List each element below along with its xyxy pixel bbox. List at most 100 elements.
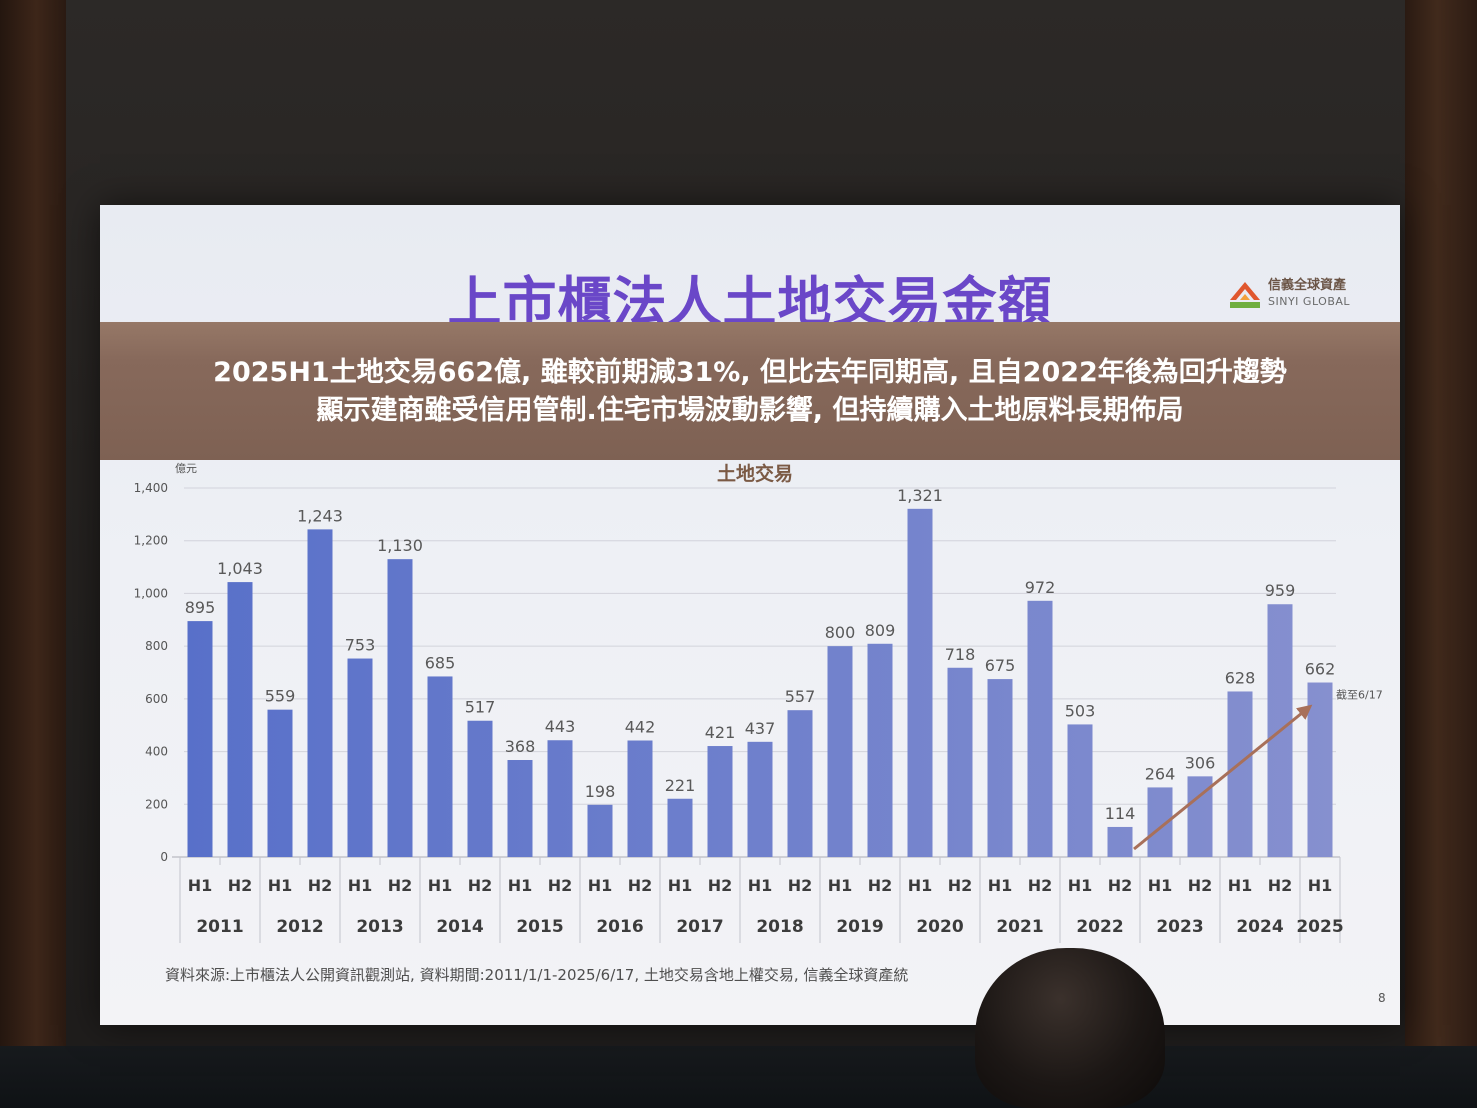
bar-2015-h2 (547, 740, 573, 857)
x-axis-category-labels: H1 H2 2011 H1 H2 2012 H1 H2 2013 H1 H2 2014 H1 H2 2015… (188, 876, 1344, 937)
bar-2020-h1 (907, 508, 933, 857)
half-label-h2: H2 (788, 876, 813, 895)
half-label-h1: H1 (1228, 876, 1253, 895)
y-tick-label: 600 (145, 692, 168, 706)
half-label-h1: H1 (748, 876, 773, 895)
value-label-2012-h2: 1,243 (297, 506, 343, 525)
half-label-h2: H2 (708, 876, 733, 895)
value-label-2018-h2: 557 (785, 687, 816, 706)
bar-2021-h2 (1027, 600, 1053, 857)
bar-2013-h1 (347, 658, 373, 857)
value-label-2014-h1: 685 (425, 653, 456, 672)
banner-line-1: 2025H1土地交易662億, 雖較前期減31%, 但比去年同期高, 且自202… (213, 357, 1287, 388)
year-label-2025: 2025 (1296, 917, 1343, 937)
bar-2015-h1 (507, 760, 533, 857)
value-label-2023-h2: 306 (1185, 753, 1216, 772)
value-label-2019-h2: 809 (865, 621, 896, 640)
year-label-2012: 2012 (276, 917, 323, 937)
half-label-h1: H1 (828, 876, 853, 895)
y-tick-label: 1,200 (134, 534, 168, 548)
half-label-h2: H2 (628, 876, 653, 895)
bars (187, 508, 1333, 857)
half-label-h2: H2 (308, 876, 333, 895)
year-label-2015: 2015 (516, 917, 563, 937)
half-label-h1: H1 (1068, 876, 1093, 895)
bar-2016-h2 (627, 740, 653, 857)
presentation-slide: 上市櫃法人土地交易金額 信義全球資產 SINYI GLOBAL 2025H1土地… (100, 205, 1400, 1025)
value-label-2013-h2: 1,130 (377, 536, 423, 555)
half-label-h2: H2 (1268, 876, 1293, 895)
value-label-2022-h2: 114 (1105, 804, 1136, 823)
half-label-h1: H1 (268, 876, 293, 895)
bar-2022-h2 (1107, 826, 1133, 857)
half-label-h1: H1 (1308, 876, 1333, 895)
value-label-2012-h1: 559 (265, 687, 296, 706)
half-label-h1: H1 (588, 876, 613, 895)
year-label-2023: 2023 (1156, 917, 1203, 937)
logo-name-zh: 信義全球資產 (1268, 278, 1347, 293)
logo-name-en: SINYI GLOBAL (1268, 295, 1351, 308)
value-label-2024-h2: 959 (1265, 581, 1296, 600)
data-labels: 895 1,043 559 1,243 753 1,130 685 517 368 443 198 4… (185, 486, 1336, 823)
bar-2017-h1 (667, 798, 693, 857)
value-label-2022-h1: 503 (1065, 701, 1096, 720)
bar-2018-h2 (787, 710, 813, 857)
half-label-h1: H1 (188, 876, 213, 895)
half-label-h1: H1 (908, 876, 933, 895)
value-label-2013-h1: 753 (345, 636, 376, 655)
value-label-2014-h2: 517 (465, 698, 496, 717)
half-label-h2: H2 (948, 876, 973, 895)
bar-2020-h2 (947, 667, 973, 857)
bar-2016-h1 (587, 804, 613, 857)
value-label-2011-h2: 1,043 (217, 559, 263, 578)
year-label-2019: 2019 (836, 917, 883, 937)
gridlines (184, 487, 1336, 805)
bar-2019-h1 (827, 646, 853, 857)
bar-2013-h2 (387, 559, 413, 857)
value-label-2021-h1: 675 (985, 656, 1016, 675)
value-label-2020-h1: 1,321 (897, 486, 943, 505)
half-label-h2: H2 (1188, 876, 1213, 895)
sinyi-global-logo: 信義全球資產 SINYI GLOBAL (1228, 277, 1350, 311)
trend-annotation: 截至6/17 (1133, 688, 1383, 851)
y-tick-label: 800 (145, 639, 168, 653)
year-label-2017: 2017 (676, 917, 723, 937)
year-label-2018: 2018 (756, 917, 803, 937)
audience-head-silhouette (975, 948, 1165, 1108)
value-label-2024-h1: 628 (1225, 668, 1256, 687)
half-label-h1: H1 (508, 876, 533, 895)
sinyi-roof-logo-icon (1230, 282, 1260, 308)
half-label-h1: H1 (428, 876, 453, 895)
year-label-2024: 2024 (1236, 917, 1283, 937)
year-label-2011: 2011 (196, 917, 243, 937)
bar-2014-h2 (467, 720, 493, 857)
bar-2011-h2 (227, 582, 253, 857)
value-label-2025-h1: 662 (1305, 660, 1336, 679)
year-label-2022: 2022 (1076, 917, 1123, 937)
summary-banner: 2025H1土地交易662億, 雖較前期減31%, 但比去年同期高, 且自202… (100, 322, 1400, 460)
y-tick-label: 1,400 (134, 481, 168, 495)
bar-2021-h1 (987, 679, 1013, 857)
half-label-h2: H2 (1108, 876, 1133, 895)
bar-2018-h1 (747, 741, 773, 857)
chart-title: 土地交易 (717, 462, 793, 485)
bar-2019-h2 (867, 643, 893, 857)
half-label-h1: H1 (668, 876, 693, 895)
bar-2024-h1 (1227, 691, 1253, 857)
half-label-h2: H2 (468, 876, 493, 895)
value-label-2023-h1: 264 (1145, 764, 1176, 783)
year-label-2014: 2014 (436, 917, 483, 937)
value-label-2016-h1: 198 (585, 782, 616, 801)
half-label-h1: H1 (988, 876, 1013, 895)
half-label-h1: H1 (1148, 876, 1173, 895)
room-floor-strip (0, 1046, 1477, 1108)
y-axis-unit-label: 億元 (175, 462, 197, 475)
value-label-2017-h1: 221 (665, 776, 696, 795)
value-label-2015-h1: 368 (505, 737, 536, 756)
half-label-h2: H2 (228, 876, 253, 895)
bar-2022-h1 (1067, 724, 1093, 857)
bar-2017-h2 (707, 746, 733, 857)
value-label-2019-h1: 800 (825, 623, 856, 642)
bar-2014-h1 (427, 676, 453, 857)
